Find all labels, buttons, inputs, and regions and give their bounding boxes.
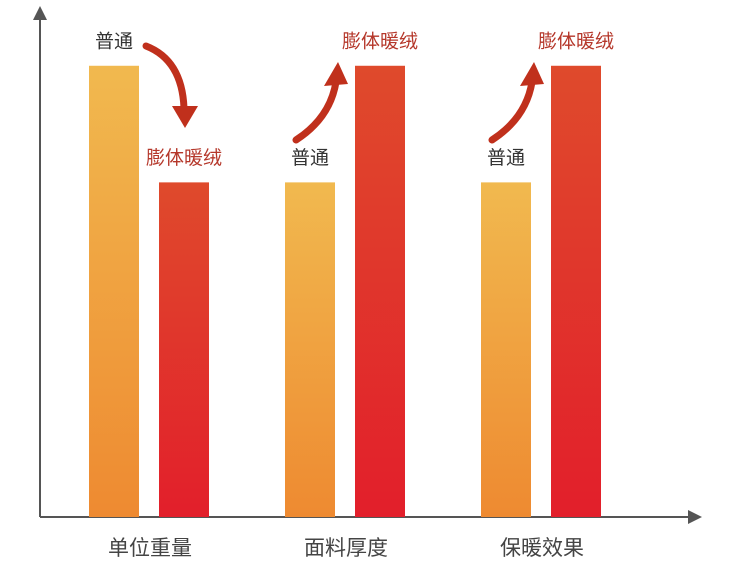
- bar: [355, 65, 405, 518]
- arrow-heads: [172, 62, 544, 128]
- x-tick-label: 单位重量: [108, 536, 192, 560]
- arrow: [142, 42, 188, 112]
- x-tick-label: 面料厚度: [304, 536, 388, 560]
- bar: [551, 65, 601, 518]
- bar: [89, 65, 139, 518]
- arrow: [292, 78, 340, 144]
- bar-series-label: 普通: [291, 147, 329, 169]
- y-axis-arrow: [33, 6, 47, 20]
- bar-series-label: 普通: [95, 30, 133, 52]
- bar-series-label: 膨体暖绒: [538, 30, 614, 52]
- arrow-head: [172, 106, 198, 128]
- arrow-head: [520, 62, 544, 86]
- bar: [285, 182, 335, 517]
- x-axis-arrow: [688, 510, 702, 524]
- bar: [159, 182, 209, 517]
- arrow: [488, 78, 536, 144]
- bar: [481, 182, 531, 517]
- bar-series-label: 普通: [487, 147, 525, 169]
- bar-series-label: 膨体暖绒: [342, 30, 418, 52]
- arrow-head: [324, 62, 348, 86]
- arrows: [142, 42, 536, 144]
- bar-series-label: 膨体暖绒: [146, 147, 222, 169]
- x-tick-label: 保暖效果: [500, 536, 584, 560]
